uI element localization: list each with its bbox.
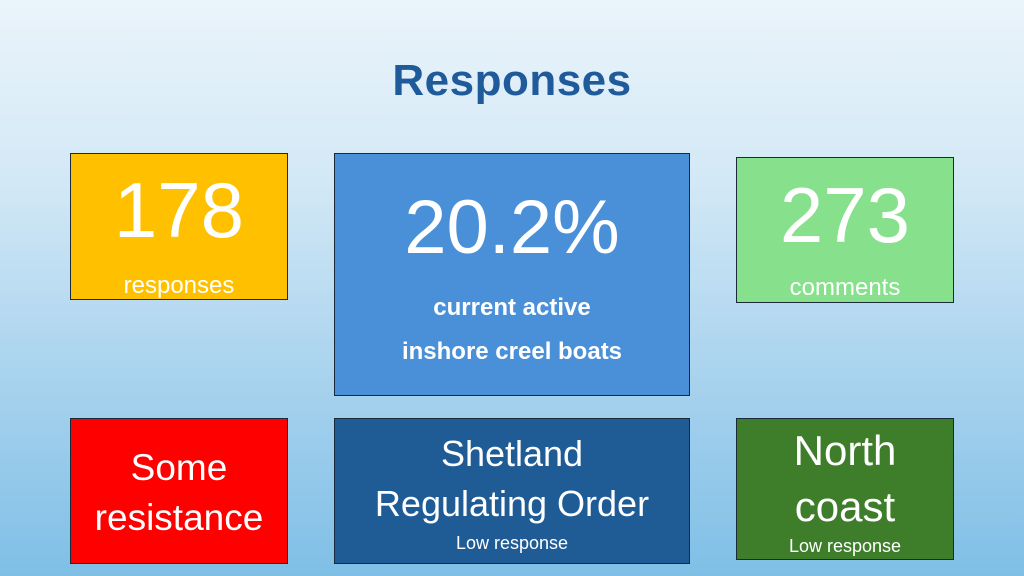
comments-count-value: 273 (779, 171, 911, 259)
active-boats-label-line2: inshore creel boats (401, 338, 623, 365)
shetland-line2: Regulating Order (374, 483, 650, 524)
active-boats-percent-card: 20.2% current active inshore creel boats (334, 153, 690, 396)
responses-count-label: responses (123, 272, 235, 299)
north-coast-line2: coast (794, 483, 896, 530)
comments-count-label: comments (789, 274, 901, 301)
resistance-text: Some resistance (71, 443, 287, 543)
shetland-card: Shetland Regulating Order Low response (334, 418, 690, 564)
responses-count-value: 178 (113, 166, 245, 254)
resistance-card: Some resistance (70, 418, 288, 564)
shetland-note: Low response (455, 533, 569, 553)
north-coast-note: Low response (788, 536, 902, 556)
comments-count-card: 273 comments (736, 157, 954, 303)
north-coast-card: North coast Low response (736, 418, 954, 560)
active-boats-label-line1: current active (433, 294, 591, 321)
shetland-text: Shetland Regulating Order (335, 429, 689, 529)
page-title: Responses (392, 56, 632, 105)
resistance-line2: resistance (94, 497, 264, 538)
north-coast-text: North coast (737, 423, 953, 535)
active-boats-percent-value: 20.2% (404, 185, 620, 270)
north-coast-line1: North (793, 427, 897, 474)
shetland-line1: Shetland (440, 433, 584, 474)
resistance-line1: Some (130, 447, 228, 488)
responses-count-card: 178 responses (70, 153, 288, 300)
